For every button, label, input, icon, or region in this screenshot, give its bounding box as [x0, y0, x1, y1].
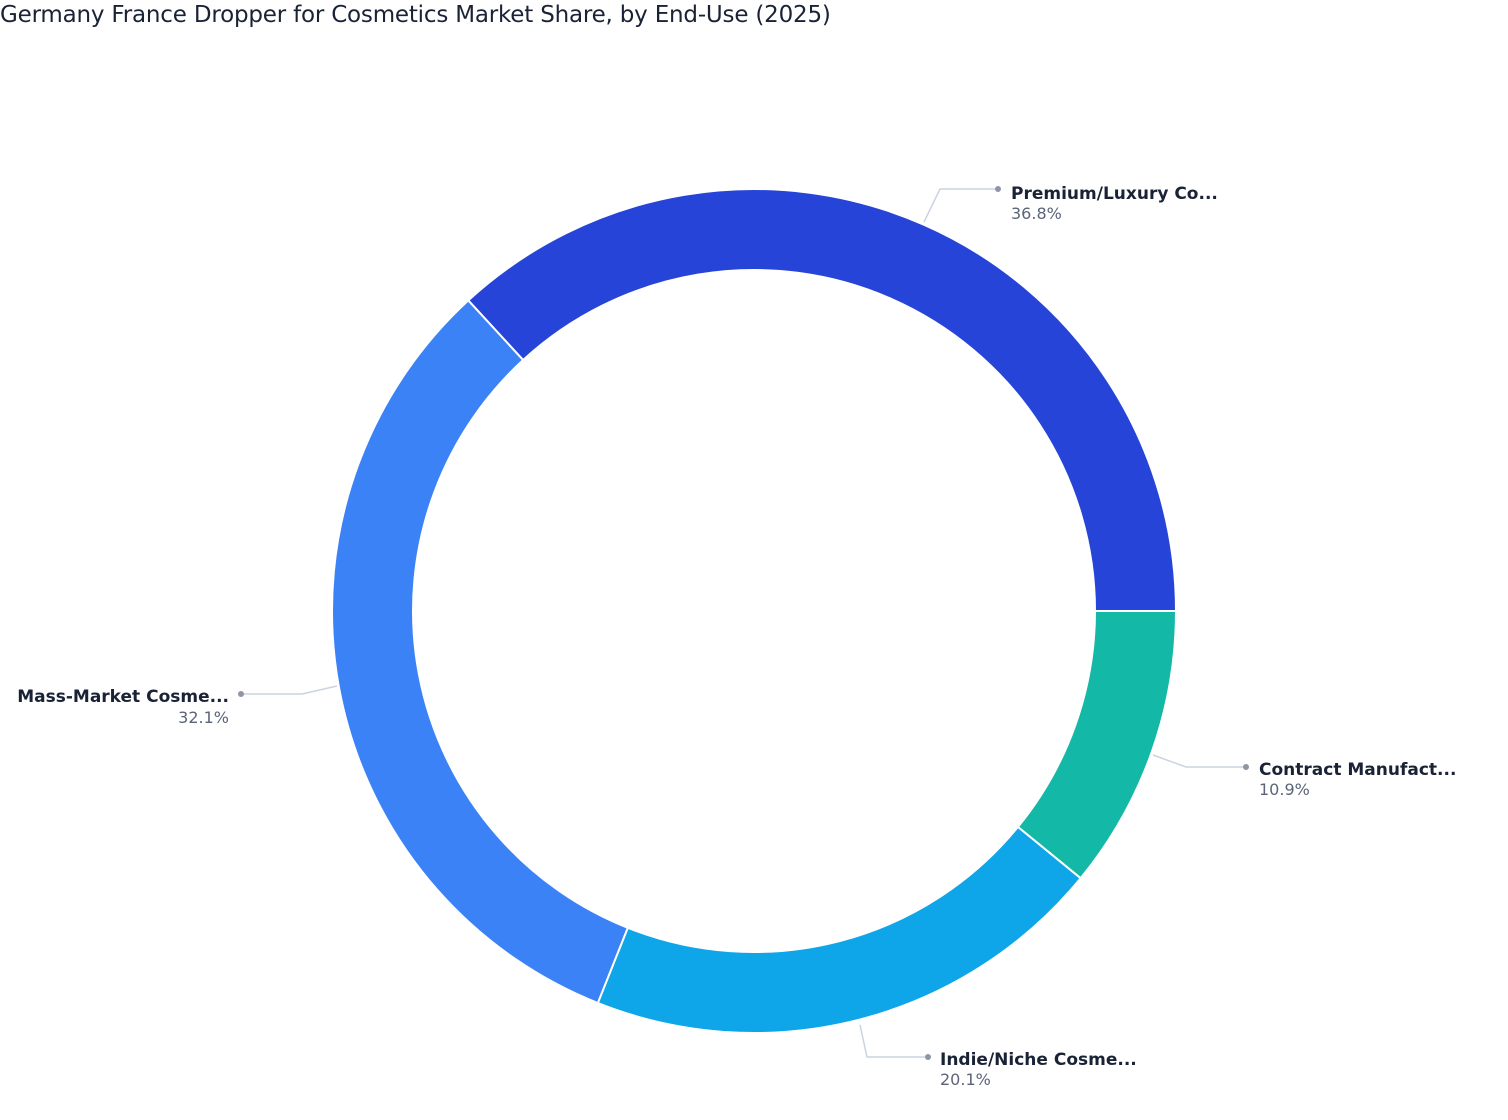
slice-label-percent: 36.8% [1011, 204, 1062, 223]
leader-line-mass-market [241, 685, 338, 695]
chart-title: Germany France Dropper for Cosmetics Mar… [0, 2, 831, 28]
leader-lines [238, 186, 1249, 1060]
slice-label-name: Contract Manufact... [1259, 760, 1456, 780]
slice-label-name: Premium/Luxury Co... [1011, 184, 1218, 204]
donut-slice-contract[interactable] [1016, 610, 1178, 880]
leader-dot-indie [925, 1054, 931, 1060]
donut-slices [331, 188, 1178, 1034]
slice-label-premium: Premium/Luxury Co... 36.8% [1011, 184, 1218, 223]
leader-dot-mass-market [238, 691, 244, 697]
slice-label-contract: Contract Manufact... 10.9% [1259, 760, 1456, 799]
slice-label-mass-market: Mass-Market Cosme... 32.1% [17, 687, 229, 727]
slice-label-name: Mass-Market Cosme... [17, 687, 229, 707]
slice-label-percent: 32.1% [178, 708, 229, 727]
leader-line-premium [923, 188, 998, 223]
donut-slice-premium[interactable] [466, 188, 1178, 612]
leader-dot-premium [995, 186, 1001, 192]
slice-label-indie: Indie/Niche Cosme... 20.1% [940, 1050, 1137, 1089]
slice-label-percent: 10.9% [1259, 780, 1310, 799]
donut-slice-mass-market[interactable] [331, 299, 630, 1005]
slice-label-percent: 20.1% [940, 1070, 991, 1089]
leader-dot-contract [1243, 764, 1249, 770]
leader-line-indie [859, 1024, 928, 1058]
slice-label-name: Indie/Niche Cosme... [940, 1050, 1137, 1070]
leader-line-contract [1152, 754, 1246, 768]
donut-slice-indie[interactable] [596, 825, 1083, 1034]
